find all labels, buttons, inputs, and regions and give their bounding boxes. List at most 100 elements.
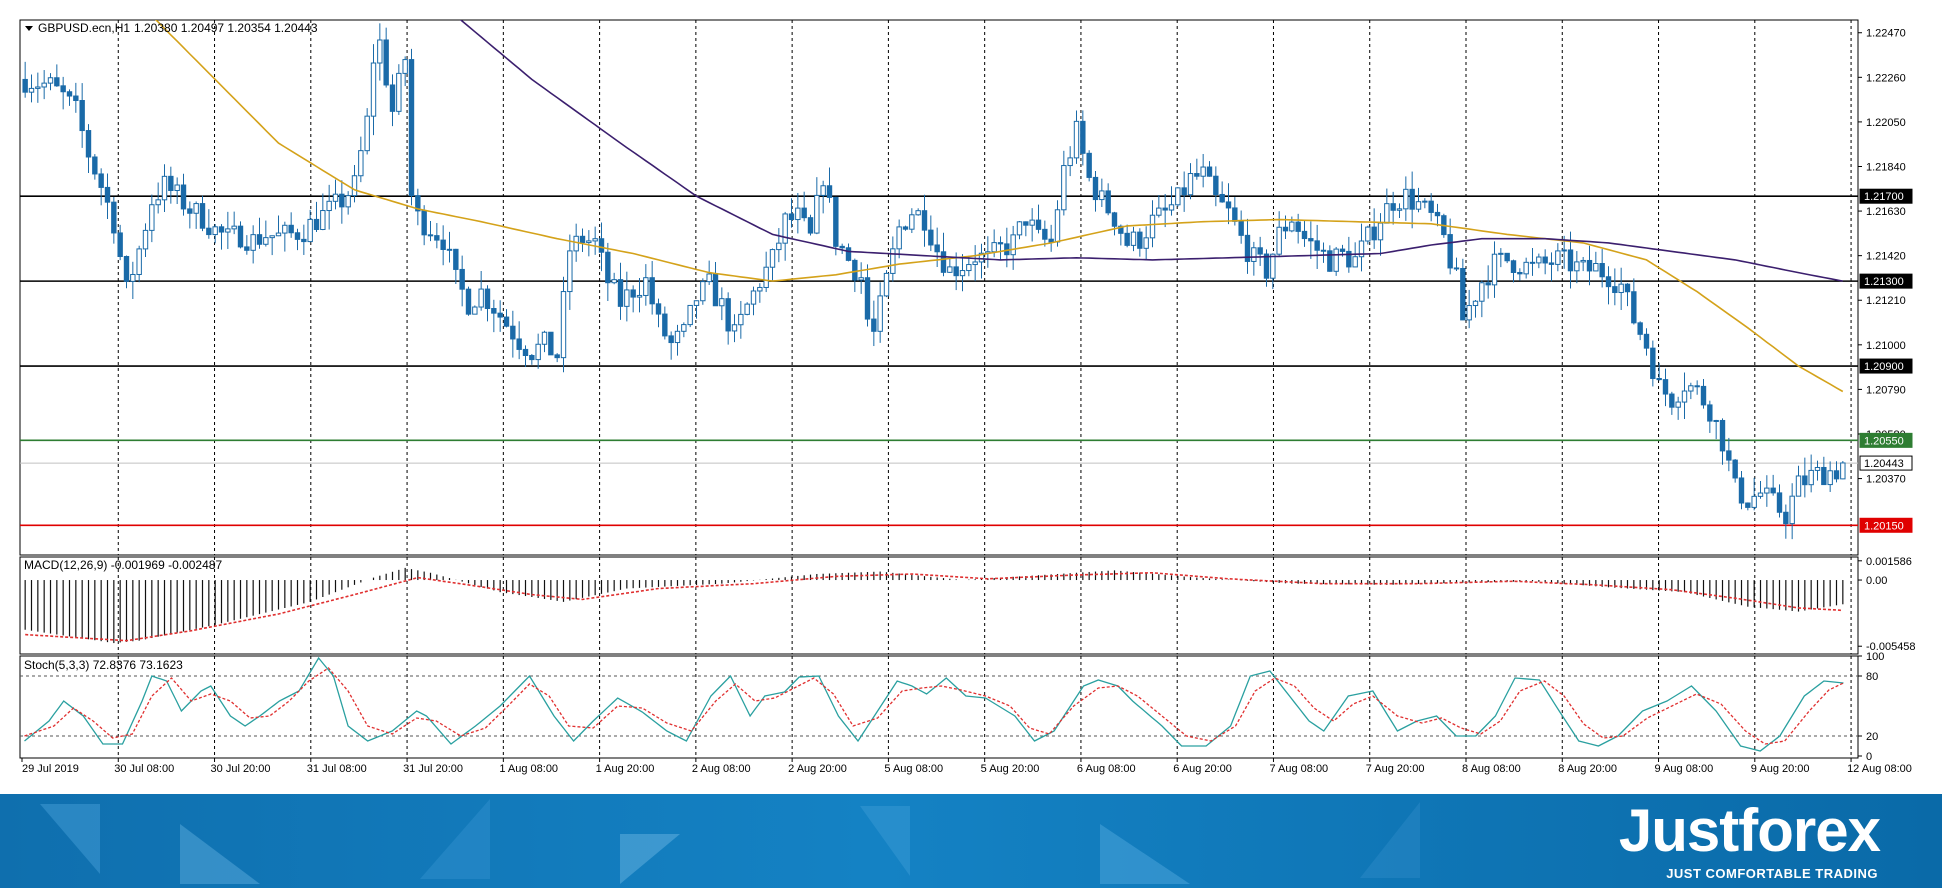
- candle-body: [415, 195, 421, 212]
- banner-shape: [860, 806, 910, 876]
- candle-body: [1751, 495, 1757, 508]
- candle-body: [1637, 322, 1643, 335]
- candle-body: [1244, 234, 1251, 262]
- time-tick-label: 7 Aug 08:00: [1269, 763, 1328, 775]
- candle-body: [269, 235, 275, 239]
- candle-body: [427, 234, 434, 237]
- candle-body: [1384, 203, 1390, 224]
- candle-body: [1263, 253, 1270, 279]
- candle-body: [890, 248, 896, 274]
- candle-body: [833, 196, 839, 247]
- candle-body: [845, 247, 852, 261]
- candle-body: [73, 95, 79, 102]
- candle-body: [218, 226, 225, 233]
- time-tick-label: 5 Aug 20:00: [981, 763, 1040, 775]
- candle-body: [1561, 249, 1567, 252]
- stoch-axis: 100 80 20 0: [1858, 651, 1884, 763]
- banner-shape: [1360, 802, 1420, 878]
- price-tick-label: 1.21840: [1866, 161, 1906, 173]
- candle-body: [453, 248, 459, 270]
- stoch-tick-label: 80: [1866, 671, 1878, 683]
- candle-body: [351, 175, 358, 197]
- candle-body: [1371, 226, 1377, 241]
- time-tick-label: 1 Aug 20:00: [596, 763, 655, 775]
- candle-body: [839, 245, 845, 249]
- candle-body: [250, 234, 256, 251]
- candle-body: [693, 300, 700, 306]
- candle-body: [1472, 300, 1479, 307]
- level-price-label: 1.20900: [1864, 361, 1904, 373]
- banner-shape: [420, 799, 490, 879]
- candle-body: [1035, 219, 1042, 230]
- candle-body: [1029, 219, 1035, 226]
- candle-body: [1187, 173, 1194, 196]
- candle-body: [1669, 393, 1675, 408]
- candle-body: [117, 232, 123, 257]
- trading-chart[interactable]: 1.22470 1.22260 1.22050 1.21840 1.21630 1.214…: [0, 0, 1942, 794]
- price-tick-label: 1.22260: [1866, 72, 1906, 84]
- candle-body: [174, 184, 180, 191]
- macd-panel[interactable]: 0.001586 0.00 -0.005458 MACD(12,26,9) -0.0…: [19, 556, 1916, 655]
- candle-body: [1403, 188, 1409, 210]
- candle-body: [358, 150, 364, 177]
- candle-body: [503, 316, 510, 327]
- candle-body: [1795, 475, 1802, 497]
- dropdown-triangle-icon[interactable]: [25, 26, 33, 31]
- candle-body: [1251, 247, 1257, 262]
- candle-body: [1320, 249, 1327, 252]
- candle-body: [332, 193, 339, 202]
- candle-body: [193, 203, 199, 214]
- price-tick-label: 1.20370: [1866, 474, 1906, 486]
- candle-body: [1707, 404, 1713, 422]
- stoch-d-line: [24, 667, 1844, 745]
- candle-body: [1149, 214, 1156, 239]
- candle-body: [1225, 201, 1232, 209]
- candle-body: [788, 213, 795, 221]
- candle-body: [1789, 495, 1795, 525]
- candle-body: [1498, 252, 1504, 255]
- candle-body: [934, 244, 940, 253]
- candle-body: [313, 218, 320, 230]
- time-tick-label: 29 Jul 2019: [22, 763, 79, 775]
- level-price-label: 1.21300: [1864, 276, 1904, 288]
- candle-body: [263, 237, 269, 245]
- candle-body: [991, 242, 997, 253]
- candle-body: [1770, 487, 1776, 494]
- candle-body: [959, 270, 966, 277]
- candle-body: [529, 355, 535, 361]
- candle-body: [282, 224, 288, 234]
- candle-body: [396, 72, 402, 112]
- candle-body: [611, 279, 617, 284]
- candle-body: [1447, 234, 1453, 269]
- time-tick-label: 6 Aug 20:00: [1173, 763, 1232, 775]
- candle-body: [687, 304, 693, 326]
- candle-body: [1168, 204, 1175, 211]
- candle-body: [1624, 283, 1631, 293]
- candle-body: [1023, 221, 1029, 226]
- stoch-panel[interactable]: 100 80 20 0 Stoch(5,3,3) 72.8376 73.1623: [19, 651, 1884, 763]
- time-axis: 29 Jul 2019 30 Jul 08:00 30 Jul 20:00 31 Ju…: [21, 758, 1912, 775]
- candle-body: [1162, 207, 1168, 211]
- candle-body: [187, 208, 193, 214]
- candle-body: [459, 268, 465, 290]
- candle-body: [928, 229, 934, 246]
- price-panel[interactable]: 1.22470 1.22260 1.22050 1.21840 1.21630 1.214…: [19, 5, 1913, 758]
- candle-body: [1662, 379, 1669, 395]
- candle-body: [244, 246, 250, 251]
- time-tick-label: 8 Aug 20:00: [1558, 763, 1617, 775]
- level-price-label: 1.20443: [1864, 458, 1904, 470]
- candle-body: [1282, 226, 1289, 232]
- candle-body: [1289, 221, 1295, 232]
- candle-body: [1346, 250, 1352, 268]
- candle-body: [421, 210, 427, 236]
- candle-body: [1726, 450, 1732, 461]
- candle-body: [700, 281, 706, 302]
- candle-body: [1301, 230, 1308, 240]
- candle-body: [1415, 201, 1422, 210]
- candle-body: [1194, 173, 1200, 177]
- candle-body: [1650, 347, 1656, 379]
- macd-histogram: [24, 567, 1844, 644]
- candle-body: [1580, 259, 1586, 263]
- time-tick-label: 12 Aug 08:00: [1847, 763, 1912, 775]
- candle-body: [725, 298, 731, 332]
